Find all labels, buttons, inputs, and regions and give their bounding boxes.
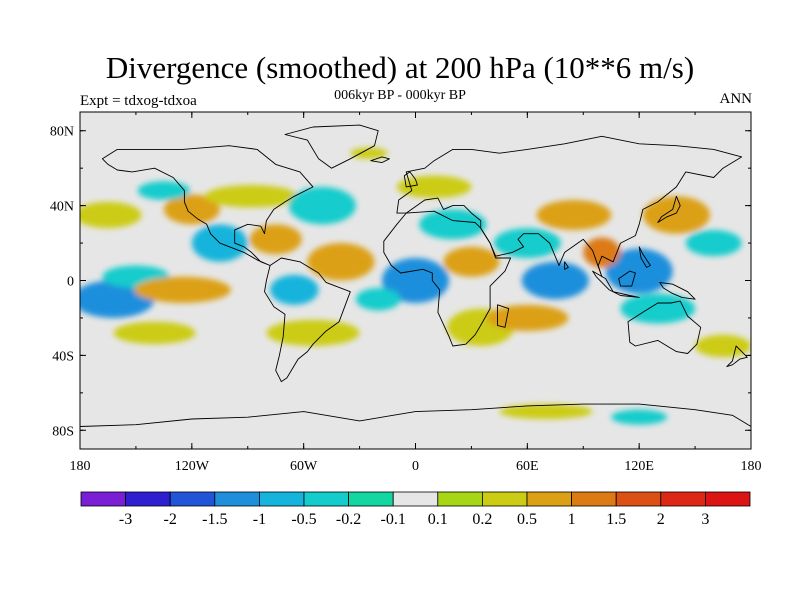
lat-tick-label: 0 [67,275,74,290]
colorbar-swatch [348,491,394,507]
colorbar-swatch [258,491,305,507]
colorbar-swatch [169,491,216,507]
colorbar-label: -2 [164,511,177,528]
coastline-philippines [638,246,651,268]
colorbar-label: -0.5 [291,511,316,528]
anomaly-region [685,229,742,257]
anomaly-region [288,186,356,225]
lon-tick-label: 60W [290,459,318,474]
coastline-borneo [618,270,636,287]
colorbar: -3 -2 -1.5 -1 -0.5 -0.2 -0.1 0.1 0.2 0.5 1 1.5 2 3 [80,491,751,528]
anomaly-region [113,321,196,345]
anomaly-region [521,261,589,300]
anomaly-region [355,287,401,311]
anomaly-region [493,228,561,259]
colorbar-label: -0.1 [381,511,406,528]
lon-tick-label: 60E [516,459,539,474]
colorbar-swatch [80,491,126,507]
colorbar-swatch [481,491,528,507]
lat-tick-label: 80N [50,125,74,140]
lat-tick-label: 40S [52,349,74,364]
anomaly-region [381,258,450,303]
anomaly-region [695,334,751,358]
coastline-europe-asia [396,135,743,278]
anomaly-region [134,276,231,303]
lon-tick-label: 180 [70,459,91,474]
colorbar-swatch [437,491,483,507]
anomaly-region [583,237,621,268]
lon-tick-label: 0 [412,459,419,474]
colorbar-label: 0.1 [428,511,448,528]
colorbar-swatch [660,491,706,507]
coastline-japan [657,195,681,223]
map-axes: 80N 40N 0 40S 80S 180 120W 60W 0 60E 120E 180 [50,112,762,474]
anomaly-region [204,185,299,208]
colorbar-label: 3 [701,511,709,528]
colorbar-swatch [615,491,662,507]
anomaly-region [396,175,472,199]
anomaly-region [536,199,612,230]
colorbar-label: -0.2 [336,511,361,528]
anomaly-region [620,293,696,324]
colorbar-label: 0.2 [472,511,492,528]
coastline-britain [403,171,418,188]
coastline-greenland [284,124,379,169]
anomaly-region [443,246,500,277]
coastline-africa [383,210,512,347]
colorbar-swatch [526,491,572,507]
anomaly-region [419,209,487,240]
colorbar-label: 0.5 [517,511,537,528]
colorbar-swatch [392,491,439,507]
coastline-sri-lanka [564,261,569,270]
lon-tick-label: 120E [624,459,654,474]
colorbar-label: 2 [657,511,665,528]
lat-tick-label: 40N [50,200,74,215]
coastline-new-zealand [726,345,748,368]
coastline-north-america [101,145,314,266]
anomaly-region [350,147,388,159]
anomaly-region [307,243,375,281]
colorbar-swatch [214,491,260,507]
plot-subtitle: 006kyr BP - 000kyr BP [334,88,466,103]
anomaly-region [266,319,360,347]
colorbar-label: -1.5 [202,511,227,528]
coastline-australia [627,300,702,354]
anomaly-region [605,248,673,294]
plot-title: Divergence (smoothed) at 200 hPa (10**6 … [105,50,695,85]
coastline-new-guinea [659,281,696,300]
coastline-antarctica [80,403,751,449]
divergence-field [80,147,751,425]
anomaly-region [499,404,593,420]
anomaly-region [137,181,190,200]
colorbar-swatch [303,491,349,507]
anomaly-region [642,196,710,234]
coastline-madagascar [497,304,510,328]
colorbar-swatch [571,491,617,507]
coastline-indonesia [592,270,640,298]
anomaly-region [163,194,220,225]
colorbar-label: 1 [568,511,576,528]
lon-tick-label: 180 [741,459,762,474]
colorbar-swatch [125,491,171,507]
lon-tick-label: 120W [175,459,210,474]
anomaly-region [611,409,668,425]
colorbar-label: -1 [253,511,266,528]
anomaly-region [80,201,142,229]
experiment-label: Expt = tdxog-tdxoa [80,93,197,109]
season-label: ANN [719,91,753,107]
coastline-south-america [264,257,351,383]
lat-tick-label: 80S [52,424,74,439]
anomaly-region [270,274,319,305]
colorbar-label: -3 [119,511,132,528]
colorbar-label: 1.5 [606,511,626,528]
coastline-iceland [370,156,390,164]
anomaly-region [486,304,569,332]
coastlines [80,124,751,449]
anomaly-region [249,224,302,255]
colorbar-swatch [705,491,751,507]
